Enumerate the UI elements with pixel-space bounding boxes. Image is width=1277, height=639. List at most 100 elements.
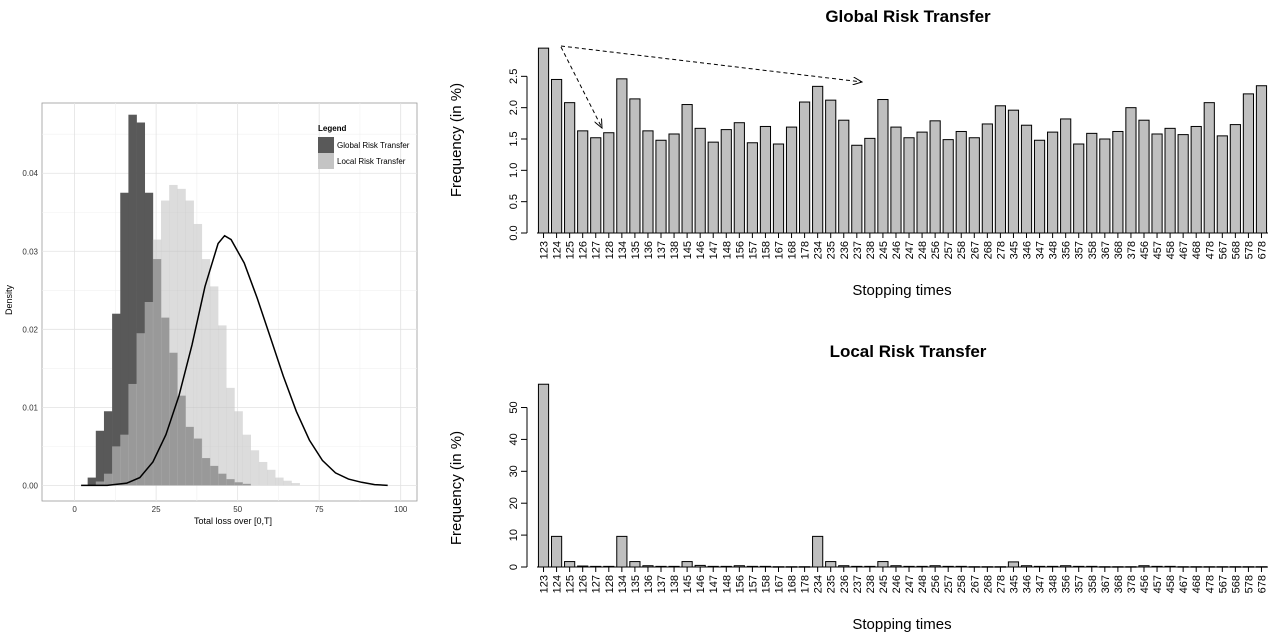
- hist-bin-local: [161, 200, 170, 486]
- x-tick-label: 247: [904, 575, 916, 593]
- hist-bin-local: [95, 481, 105, 486]
- x-tick-label: 358: [1087, 575, 1099, 593]
- x-tick-label: 267: [969, 241, 981, 259]
- bar: [1151, 133, 1163, 234]
- bar: [720, 129, 732, 234]
- bar: [1190, 125, 1202, 234]
- x-tick-label: 138: [669, 241, 681, 259]
- hist-bin-local: [234, 411, 243, 486]
- hist-bin-local: [275, 477, 284, 486]
- x-tick-label: 678: [1256, 241, 1268, 259]
- bar: [981, 123, 993, 234]
- hist-bin-local: [169, 184, 178, 486]
- bar: [616, 535, 628, 568]
- global-y-axis: 0.0 0.5 1.0 1.5 2.0 2.5: [508, 69, 528, 241]
- x-tick-label: 127: [591, 241, 603, 259]
- x-tick-label: 235: [826, 241, 838, 259]
- hist-bin-global: [103, 411, 113, 486]
- hist-bin-local: [267, 469, 276, 486]
- bar: [1229, 124, 1241, 234]
- bar: [1047, 131, 1059, 234]
- y-tick-label: 0.0: [508, 225, 520, 240]
- bar: [746, 142, 758, 234]
- y-tick-label: 2.0: [508, 100, 520, 115]
- bar: [916, 131, 928, 234]
- x-tick-label: 157: [747, 241, 759, 259]
- bar: [1020, 124, 1033, 234]
- bar: [1060, 118, 1072, 234]
- hist-bin-local: [120, 434, 129, 486]
- y-tick-label: 1.0: [508, 163, 520, 178]
- hist-bin-global: [128, 114, 137, 486]
- hist-bin-local: [250, 450, 260, 486]
- hist-bin-global: [136, 122, 146, 486]
- x-tick-label: 126: [578, 575, 590, 593]
- x-tick-label: 268: [982, 241, 994, 259]
- x-tick-label: 138: [669, 575, 681, 593]
- hist-bin-local: [242, 434, 251, 486]
- global-chart-title: Global Risk Transfer: [825, 7, 991, 26]
- x-tick-label: 157: [747, 575, 759, 593]
- bar: [550, 78, 563, 234]
- x-tick-label: 248: [917, 241, 929, 259]
- x-tick-label: 126: [578, 241, 590, 259]
- bar: [812, 535, 824, 568]
- x-tick-label: 378: [1126, 241, 1138, 259]
- bar: [733, 122, 745, 234]
- bar: [812, 85, 824, 234]
- bar: [772, 143, 785, 234]
- global-bar-panel: Global Risk Transfer 0.00.51.01.52.02.5 …: [448, 7, 1268, 299]
- x-tick-label: 678: [1256, 575, 1268, 593]
- bar: [603, 132, 615, 234]
- x-tick-label: 346: [1022, 575, 1034, 593]
- x-tick-label: 234: [813, 241, 825, 259]
- x-tick-label: 136: [643, 575, 655, 593]
- x-tick-label: 267: [969, 575, 981, 593]
- density-curve: [81, 234, 388, 487]
- x-tick-label: 345: [1008, 575, 1020, 593]
- x-tick-label: 568: [1230, 241, 1242, 259]
- x-tick-label: 125: [565, 575, 577, 593]
- hist-bin-local: [258, 461, 268, 486]
- x-tick-label: 357: [1074, 575, 1086, 593]
- bar: [564, 561, 576, 568]
- bar: [942, 139, 954, 234]
- hist-bin-global: [95, 430, 105, 486]
- global-y-label: Frequency (in %): [448, 83, 465, 197]
- x-tick-label: 134: [617, 575, 629, 593]
- density-x-label: Total loss over [0,T]: [194, 516, 272, 526]
- x-tick-label: 135: [630, 241, 642, 259]
- hist-bin-local: [193, 223, 203, 486]
- bar: [877, 99, 889, 234]
- density-x-tick-label: 25: [152, 505, 161, 514]
- x-tick-label: 147: [708, 241, 720, 259]
- x-tick-label: 467: [1178, 575, 1190, 593]
- x-tick-label: 158: [760, 241, 772, 259]
- bar: [877, 561, 889, 568]
- x-tick-label: 457: [1152, 575, 1164, 593]
- x-tick-label: 238: [865, 241, 877, 259]
- bar: [1033, 139, 1046, 234]
- y-tick-label: 20: [508, 497, 520, 509]
- x-tick-label: 135: [630, 575, 642, 593]
- hist-bin-local: [136, 333, 146, 486]
- x-tick-label: 467: [1178, 241, 1190, 259]
- density-y-tick-label: 0.00: [22, 481, 38, 490]
- global-x-label: Stopping times: [852, 282, 951, 299]
- density-x-ticks: 0 25 50 75 100: [72, 505, 408, 514]
- x-tick-label: 368: [1113, 575, 1125, 593]
- dashed-arrow-left: [560, 46, 602, 128]
- hist-bin-local: [112, 446, 121, 486]
- x-tick-label: 246: [891, 575, 903, 593]
- local-x-axis: 123 124 125 126 127 128 134 135 136 137 138 145 146 1…: [537, 566, 1268, 593]
- bar: [1164, 127, 1176, 234]
- x-tick-label: 456: [1139, 575, 1151, 593]
- x-tick-label: 457: [1152, 241, 1164, 259]
- y-tick-label: 1.5: [508, 131, 520, 146]
- x-tick-label: 478: [1204, 575, 1216, 593]
- x-tick-label: 145: [682, 241, 694, 259]
- x-tick-label: 245: [878, 241, 890, 259]
- x-tick-label: 256: [930, 575, 942, 593]
